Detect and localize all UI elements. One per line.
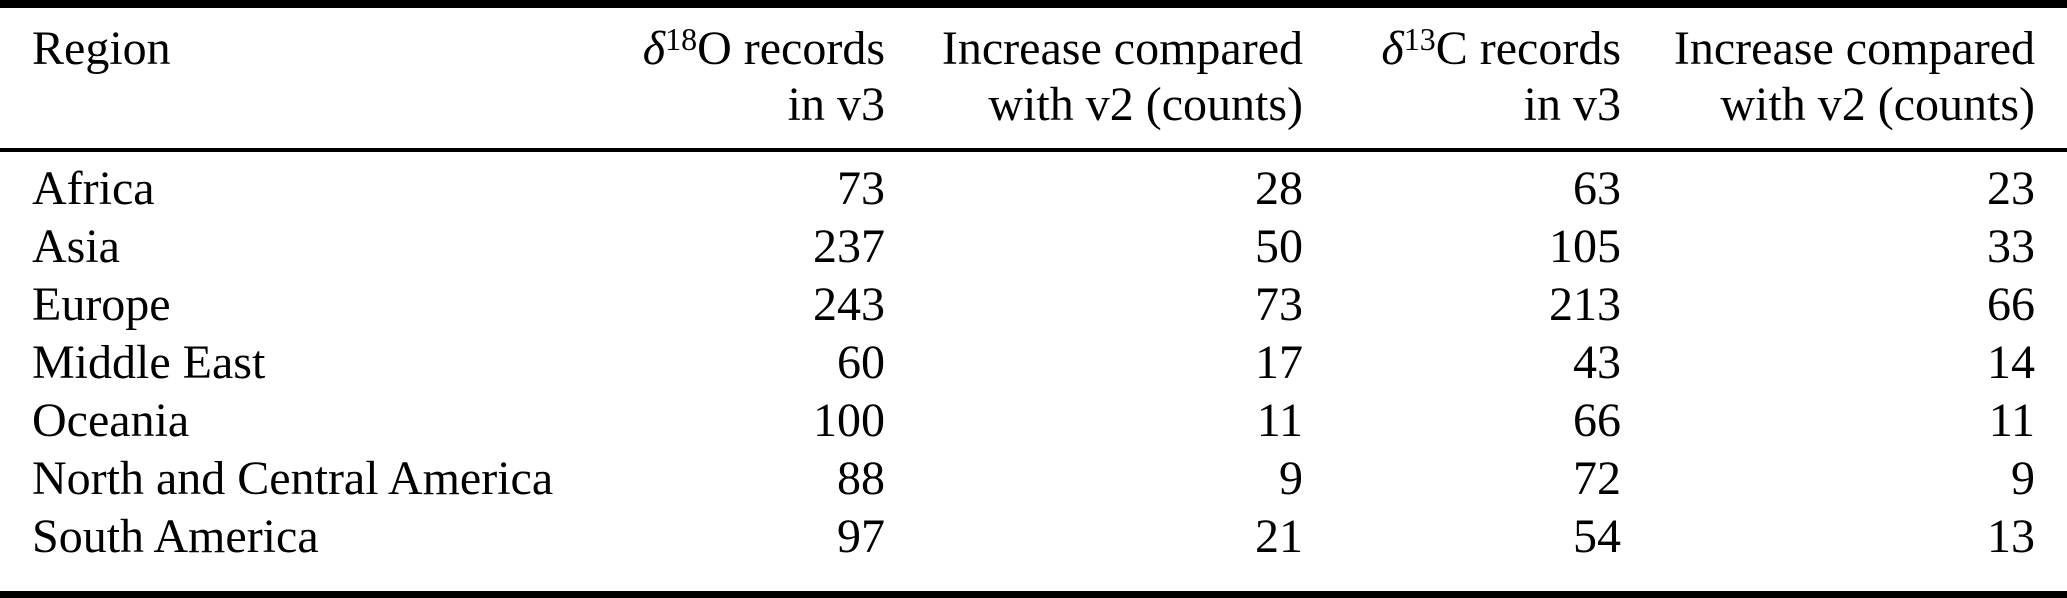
cell-region: South America bbox=[32, 510, 319, 563]
cell-d13c-v3: 213 bbox=[1549, 278, 1621, 331]
header-d18o-line1: δ18O records bbox=[587, 21, 885, 77]
delta-symbol: δ bbox=[1381, 22, 1404, 75]
cell-d18o-v3: 60 bbox=[837, 336, 885, 389]
cell-d13c-increase: 13 bbox=[1987, 510, 2035, 563]
cell-d18o-v3: 237 bbox=[813, 220, 885, 273]
header-d18o-line2: in v3 bbox=[787, 78, 885, 131]
header-d13c-increase-line2: with v2 (counts) bbox=[1720, 78, 2035, 131]
d18o-records-text: O records bbox=[697, 22, 885, 75]
cell-d18o-increase: 50 bbox=[1255, 220, 1303, 273]
cell-d18o-increase: 73 bbox=[1255, 278, 1303, 331]
cell-d13c-increase: 11 bbox=[1988, 394, 2035, 447]
cell-d13c-increase: 23 bbox=[1987, 162, 2035, 215]
header-region: Region bbox=[32, 21, 587, 133]
cell-d13c-increase: 33 bbox=[1987, 220, 2035, 273]
cell-d13c-increase: 14 bbox=[1987, 336, 2035, 389]
cell-d18o-increase: 17 bbox=[1255, 336, 1303, 389]
header-d18o-increase-line2: with v2 (counts) bbox=[988, 78, 1303, 131]
cell-d13c-v3: 63 bbox=[1573, 162, 1621, 215]
header-d18o-increase: Increase compared with v2 (counts) bbox=[885, 21, 1303, 133]
header-d13c-increase: Increase compared with v2 (counts) bbox=[1621, 21, 2035, 133]
cell-d18o-v3: 100 bbox=[813, 394, 885, 447]
delta-symbol: δ bbox=[642, 22, 666, 75]
cell-d18o-v3: 88 bbox=[837, 452, 885, 505]
header-d13c-records: δ13C records in v3 bbox=[1303, 21, 1621, 133]
header-d13c-line1: δ13C records bbox=[1303, 21, 1621, 77]
table-header-separator-rule bbox=[0, 148, 2067, 152]
table-top-rule bbox=[0, 0, 2067, 8]
table-header-row: Region δ18O records in v3 Increase compa… bbox=[0, 8, 2067, 148]
d13c-superscript: 13 bbox=[1403, 20, 1436, 57]
cell-d18o-increase: 28 bbox=[1255, 162, 1303, 215]
cell-region: Oceania bbox=[32, 394, 190, 447]
cell-region: Middle East bbox=[32, 336, 266, 389]
cell-d18o-v3: 243 bbox=[813, 278, 885, 331]
cell-d18o-v3: 97 bbox=[837, 510, 885, 563]
table-bottom-rule bbox=[0, 591, 2067, 598]
cell-d13c-increase: 9 bbox=[2011, 452, 2035, 505]
cell-d13c-v3: 72 bbox=[1573, 452, 1621, 505]
cell-d13c-v3: 105 bbox=[1549, 220, 1621, 273]
header-d18o-records: δ18O records in v3 bbox=[587, 21, 885, 133]
cell-region: Europe bbox=[32, 278, 171, 331]
cell-d13c-v3: 43 bbox=[1573, 336, 1621, 389]
cell-d13c-increase: 66 bbox=[1987, 278, 2035, 331]
d13c-records-text: C records bbox=[1435, 22, 1621, 75]
table-body: Africa 73 28 63 23 Asia 237 50 105 33 Eu… bbox=[0, 152, 2067, 566]
cell-region: Africa bbox=[32, 162, 155, 215]
cell-d13c-v3: 54 bbox=[1573, 510, 1621, 563]
header-d18o-increase-line1: Increase compared bbox=[941, 22, 1303, 75]
header-d13c-increase-line1: Increase compared bbox=[1673, 22, 2035, 75]
cell-region: Asia bbox=[32, 220, 120, 273]
cell-d13c-v3: 66 bbox=[1573, 394, 1621, 447]
cell-d18o-increase: 9 bbox=[1279, 452, 1303, 505]
cell-region: North and Central America bbox=[32, 452, 554, 505]
cell-d18o-increase: 11 bbox=[1256, 394, 1303, 447]
d18o-superscript: 18 bbox=[665, 20, 698, 57]
header-region-label: Region bbox=[32, 22, 171, 75]
cell-d18o-v3: 73 bbox=[837, 162, 885, 215]
header-d13c-line2: in v3 bbox=[1523, 78, 1621, 131]
cell-d18o-increase: 21 bbox=[1255, 510, 1303, 563]
